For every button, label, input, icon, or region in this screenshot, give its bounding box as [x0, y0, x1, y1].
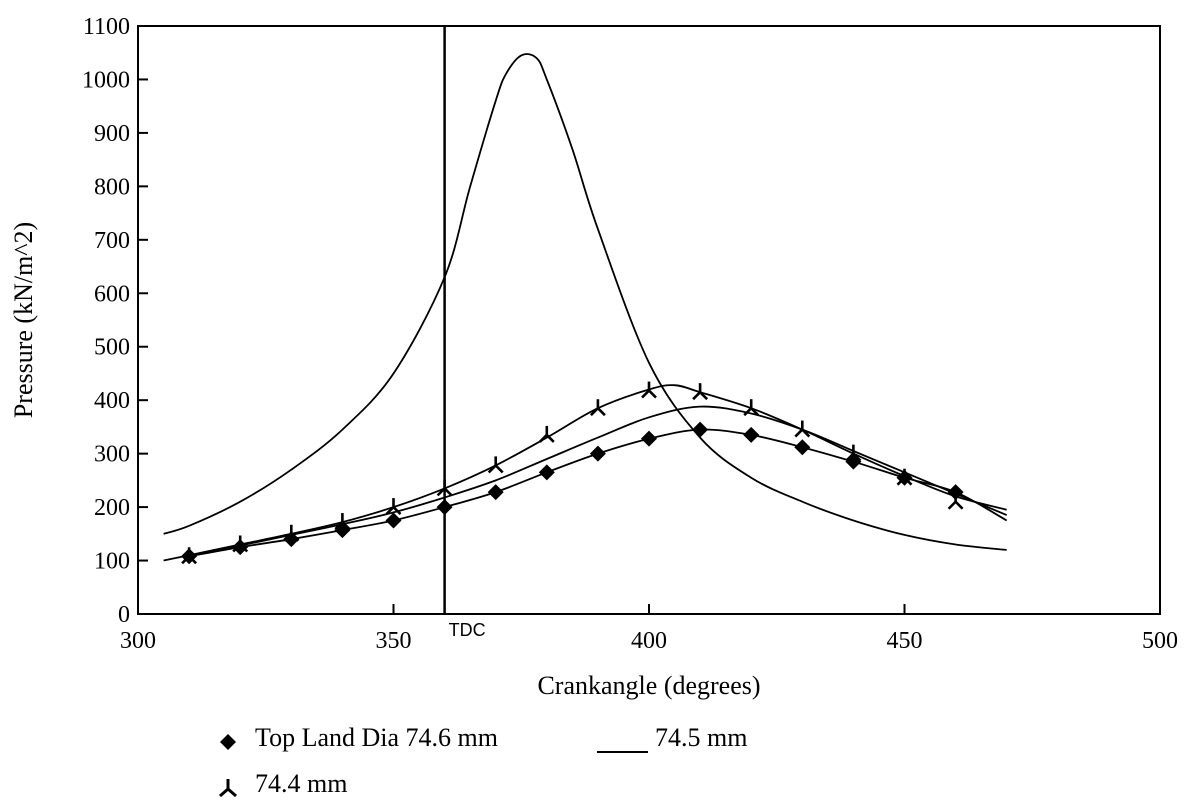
legend-marker-tri: [219, 779, 237, 798]
series-layer: [163, 53, 1008, 565]
tdc-layer: TDC: [443, 26, 486, 640]
series-line: [163, 53, 1007, 551]
tri-point: [641, 381, 657, 399]
series-0: [181, 421, 1008, 565]
series-line: [188, 405, 1008, 558]
tri-point: [334, 513, 351, 530]
y-tick-label: 700: [94, 228, 130, 254]
series-2: [163, 381, 1007, 565]
legend-entry-74-5: 74.5 mm: [655, 723, 747, 752]
y-axis-label: Pressure (kN/m^2): [9, 222, 38, 418]
diamond-point: [794, 439, 811, 456]
tdc-label: TDC: [449, 620, 486, 640]
tri-point: [743, 399, 760, 417]
diamond-point: [487, 484, 504, 501]
y-tick-label: 200: [94, 495, 130, 521]
x-tick-label: 450: [887, 628, 923, 654]
y-tick-label: 600: [94, 281, 130, 307]
y-tick-label: 900: [94, 121, 130, 147]
y-tick-label: 100: [94, 549, 130, 575]
x-tick-label: 400: [631, 628, 667, 654]
plot-frame: [137, 25, 1161, 615]
tri-point: [487, 456, 504, 474]
y-axis-ticks: 0 100 200 300 400 500 600 700 800 900 1000 1100: [82, 14, 148, 628]
legend-entry-74-6: Top Land Dia 74.6 mm: [255, 723, 498, 752]
legend-marker-diamond: [220, 734, 236, 750]
series-1: [188, 405, 1008, 558]
y-tick-label: 800: [94, 174, 130, 200]
x-axis-label: Crankangle (degrees): [537, 671, 760, 700]
y-tick-label: 0: [118, 602, 130, 628]
tri-point: [589, 399, 606, 417]
tri-point: [692, 383, 709, 401]
tri-point: [385, 498, 402, 516]
tri-point: [896, 468, 913, 486]
tri-point: [232, 535, 249, 553]
y-tick-label: 400: [94, 388, 130, 414]
x-tick-label: 350: [376, 628, 412, 654]
y-tick-label: 1000: [82, 67, 130, 93]
y-tick-label: 1100: [83, 14, 130, 40]
diamond-point: [692, 421, 709, 438]
tri-point: [181, 547, 198, 565]
diamond-point: [589, 445, 606, 462]
x-tick-label: 500: [1142, 628, 1178, 654]
tri-point: [947, 492, 964, 510]
x-tick-label: 300: [120, 628, 156, 654]
legend-entry-74-4: 74.4 mm: [255, 769, 347, 798]
y-tick-label: 500: [94, 335, 130, 361]
y-tick-label: 300: [94, 442, 130, 468]
x-axis-ticks: 300 350 400 450 500: [120, 604, 1178, 654]
tri-point: [794, 420, 811, 438]
series-3: [163, 53, 1007, 551]
legend: Top Land Dia 74.6 mm 74.5 mm 74.4 mm: [219, 723, 747, 798]
diamond-point: [385, 512, 402, 529]
tri-point: [538, 425, 555, 443]
diamond-point: [538, 464, 555, 481]
diamond-point: [743, 426, 760, 443]
tri-point: [845, 444, 862, 462]
diamond-point: [641, 430, 657, 447]
tri-point: [283, 524, 300, 542]
